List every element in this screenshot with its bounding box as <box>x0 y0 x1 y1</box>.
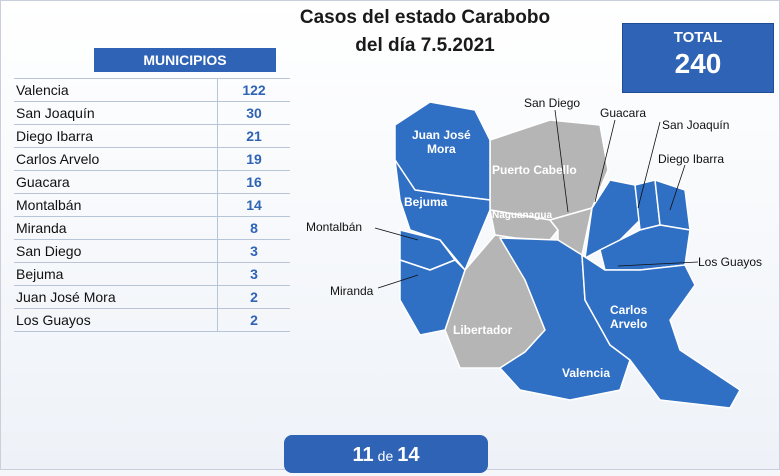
municipio-count: 8 <box>217 217 290 239</box>
municipio-name: Juan José Mora <box>16 289 116 305</box>
table-row: San Diego 3 <box>14 239 290 262</box>
pager-current: 11 <box>352 444 374 466</box>
municipio-name: Carlos Arvelo <box>16 151 100 167</box>
label-libertador: Libertador <box>453 323 513 337</box>
table-row: San Joaquín 30 <box>14 101 290 124</box>
municipio-name: Bejuma <box>16 266 64 282</box>
label-valencia: Valencia <box>562 366 611 380</box>
municipio-count: 21 <box>217 125 290 147</box>
label-miranda: Miranda <box>330 284 374 298</box>
region-miranda <box>399 259 466 336</box>
label-puerto-cabello: Puerto Cabello <box>492 163 577 177</box>
region-diego-ibarra <box>654 179 691 231</box>
municipio-count: 2 <box>217 286 290 308</box>
slide-title: Casos del estado Carabobo del día 7.5.20… <box>230 4 620 60</box>
municipio-count: 3 <box>217 263 290 285</box>
total-box: TOTAL 240 <box>622 23 774 93</box>
carabobo-map: Juan José Mora Bejuma Puerto Cabello Nagu… <box>300 90 763 410</box>
municipio-name: Los Guayos <box>16 312 91 328</box>
label-juan-jose-mora: Juan José Mora <box>412 128 471 156</box>
label-los-guayos: Los Guayos <box>698 255 763 269</box>
table-row: Miranda 8 <box>14 216 290 239</box>
table-row: Juan José Mora 2 <box>14 285 290 308</box>
label-san-joaquin: San Joaquín <box>662 118 730 132</box>
total-label: TOTAL <box>673 29 723 46</box>
title-line-2: del día 7.5.2021 <box>355 35 495 56</box>
municipio-name: Valencia <box>16 82 69 98</box>
total-value: 240 <box>674 48 722 79</box>
label-carlos-arvelo: Carlos Arvelo <box>610 303 648 331</box>
pager-sep: de <box>377 448 394 464</box>
municipio-count: 2 <box>217 309 290 331</box>
region-bejuma <box>394 159 491 271</box>
title-line-1: Casos del estado Carabobo <box>299 7 551 28</box>
municipio-count: 19 <box>217 148 290 170</box>
region-carlos-arvelo <box>581 254 741 409</box>
label-san-diego: San Diego <box>524 96 581 110</box>
municipios-table: MUNICIPIOS Valencia 122 San Joaquín 30 Diego… <box>14 48 290 332</box>
label-diego-ibarra: Diego Ibarra <box>658 152 725 166</box>
map-svg <box>374 101 741 409</box>
label-bejuma: Bejuma <box>404 195 448 209</box>
region-guacara <box>584 179 641 259</box>
leader-lines <box>374 109 699 289</box>
municipio-name: Diego Ibarra <box>16 128 94 144</box>
municipio-name: San Joaquín <box>16 105 95 121</box>
pager-total: 14 <box>397 444 420 466</box>
municipio-count: 16 <box>217 171 290 193</box>
municipio-count: 14 <box>217 194 290 216</box>
municipio-count: 30 <box>217 102 290 124</box>
label-naguanagua: Naguanagua <box>492 210 553 221</box>
municipio-name: Guacara <box>16 174 70 190</box>
municipio-name: Miranda <box>16 220 67 236</box>
table-body: Valencia 122 San Joaquín 30 Diego Ibarra 21 Ca… <box>14 78 290 332</box>
table-row: Montalbán 14 <box>14 193 290 216</box>
municipio-count: 3 <box>217 240 290 262</box>
municipio-name: Montalbán <box>16 197 82 213</box>
municipio-name: San Diego <box>16 243 82 259</box>
table-row: Carlos Arvelo 19 <box>14 147 290 170</box>
table-header: MUNICIPIOS <box>94 48 276 72</box>
table-row: Bejuma 3 <box>14 262 290 285</box>
label-montalban: Montalbán <box>306 220 363 234</box>
table-row: Los Guayos 2 <box>14 308 290 332</box>
table-row: Guacara 16 <box>14 170 290 193</box>
slide-pager: 11 de 14 <box>284 435 488 473</box>
table-row: Valencia 122 <box>14 78 290 101</box>
municipio-count: 122 <box>217 79 290 101</box>
label-guacara: Guacara <box>600 106 647 120</box>
table-row: Diego Ibarra 21 <box>14 124 290 147</box>
